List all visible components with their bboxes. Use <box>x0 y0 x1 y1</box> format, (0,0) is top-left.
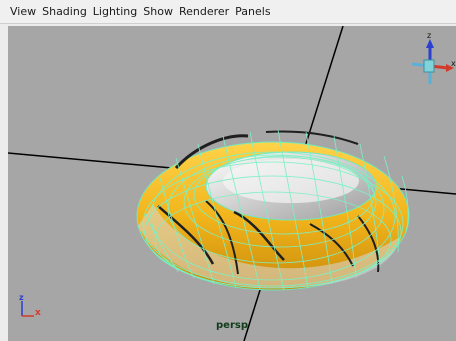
menu-shading[interactable]: Shading <box>42 5 87 18</box>
gizmo-x-label: x <box>35 308 41 318</box>
view-cube-z-label: z <box>427 31 431 40</box>
view-cube-x-label: x <box>451 59 456 68</box>
torus-object[interactable] <box>136 129 410 291</box>
camera-name-label: persp <box>216 320 248 331</box>
axis-gizmo: z x <box>19 293 41 318</box>
view-cube[interactable]: z x <box>411 31 456 84</box>
3d-viewport[interactable]: z x z x persp <box>8 26 456 341</box>
viewport-canvas[interactable]: z x z x <box>8 26 456 341</box>
panel-menubar: View Shading Lighting Show Renderer Pane… <box>0 0 456 24</box>
menu-show[interactable]: Show <box>143 5 173 18</box>
menu-renderer[interactable]: Renderer <box>178 5 230 18</box>
menu-view[interactable]: View <box>10 5 37 18</box>
gizmo-z-label: z <box>19 293 24 302</box>
menu-panels[interactable]: Panels <box>235 5 271 18</box>
menu-lighting[interactable]: Lighting <box>92 5 138 18</box>
